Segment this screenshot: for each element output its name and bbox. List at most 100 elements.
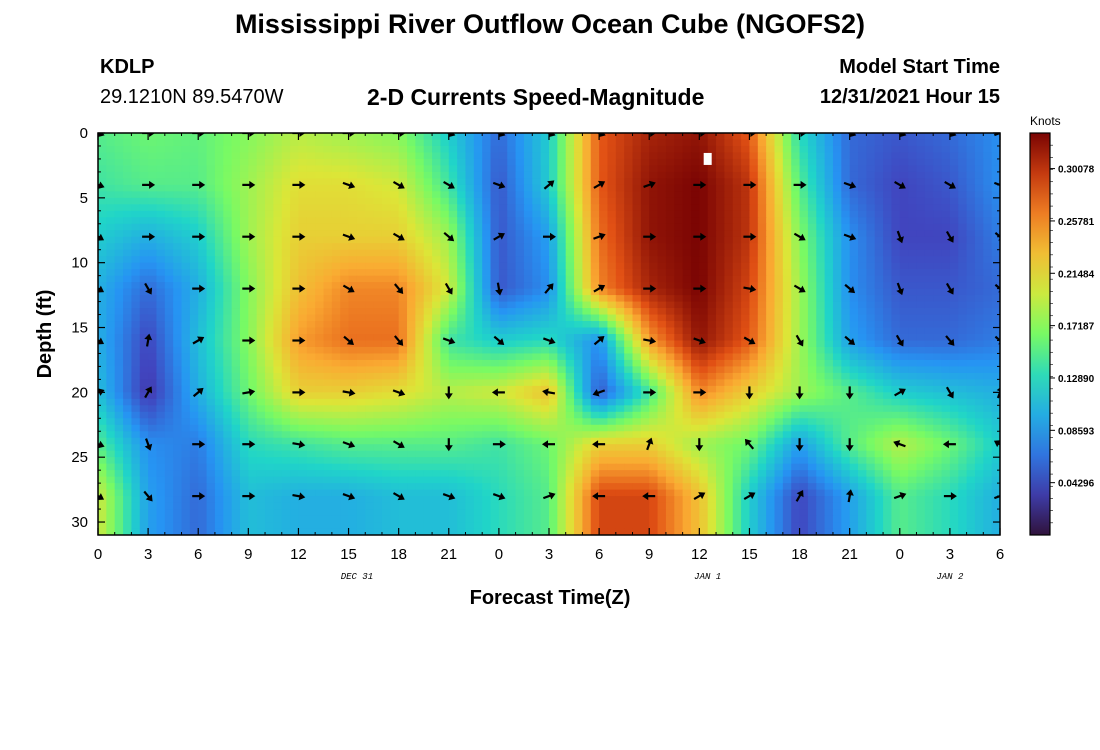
heat-cell — [98, 230, 107, 238]
heat-cell — [290, 431, 300, 439]
heat-cell — [716, 385, 725, 393]
heat-cell — [574, 424, 584, 432]
heat-cell — [281, 158, 291, 167]
heat-cell — [841, 314, 851, 322]
heat-cell — [707, 223, 717, 231]
heat-cell — [883, 236, 893, 244]
heat-cell — [924, 236, 934, 244]
heat-cell — [899, 346, 909, 355]
heat-cell — [849, 385, 859, 393]
heat-cell — [908, 191, 918, 199]
heat-cell — [891, 158, 901, 167]
heat-cell — [223, 327, 233, 335]
heat-cell — [423, 295, 433, 303]
heat-cell — [866, 398, 876, 406]
heat-cell — [457, 346, 467, 355]
heat-cell — [473, 411, 483, 419]
heat-cell — [523, 359, 533, 368]
heat-cell — [933, 340, 943, 348]
heat-cell — [640, 372, 650, 380]
heat-cell — [131, 256, 141, 264]
heat-cell — [983, 301, 993, 309]
heat-cell — [407, 405, 416, 413]
heat-cell — [574, 243, 584, 251]
heat-cell — [807, 282, 817, 290]
heat-cell — [448, 288, 458, 296]
heat-cell — [924, 178, 934, 186]
heat-cell — [281, 340, 291, 348]
heat-cell — [841, 385, 851, 393]
heat-cell — [624, 191, 634, 199]
heat-cell — [782, 301, 792, 309]
heat-cell — [657, 301, 667, 309]
heat-cell — [582, 217, 592, 225]
heat-cell — [849, 334, 859, 342]
heat-cell — [799, 372, 809, 380]
heat-cell — [774, 249, 784, 257]
heat-cell — [156, 334, 166, 342]
heat-cell — [164, 346, 174, 355]
heat-cell — [114, 210, 124, 218]
heat-cell — [231, 152, 241, 160]
heat-cell — [490, 158, 500, 167]
heat-cell — [657, 340, 667, 348]
heat-cell — [189, 301, 199, 309]
heat-cell — [799, 424, 809, 432]
heat-cell — [716, 230, 725, 238]
heat-cell — [398, 223, 408, 231]
heat-cell — [582, 152, 592, 160]
heat-cell — [123, 139, 133, 147]
heat-cell — [206, 184, 216, 192]
heat-cell — [607, 269, 617, 277]
heat-cell — [415, 418, 425, 426]
heat-cell — [866, 321, 876, 329]
heat-cell — [114, 405, 124, 413]
heat-cell — [724, 197, 734, 205]
heat-cell — [231, 314, 241, 322]
heat-cell — [248, 288, 258, 296]
heat-cell — [173, 145, 183, 154]
heat-cell — [457, 158, 467, 167]
heat-cell — [791, 158, 801, 167]
heat-cell — [407, 353, 416, 361]
heat-cell — [590, 418, 600, 426]
heat-cell — [574, 171, 584, 179]
heat-cell — [665, 334, 675, 342]
heat-cell — [749, 184, 759, 192]
heat-cell — [432, 405, 442, 413]
heat-cell — [248, 191, 258, 199]
heat-cell — [741, 327, 751, 335]
heat-cell — [916, 165, 926, 173]
heat-cell — [256, 308, 266, 316]
heat-cell — [365, 385, 375, 393]
heat-cell — [782, 204, 792, 212]
heat-cell — [883, 379, 893, 387]
heat-cell — [432, 359, 442, 368]
heat-cell — [214, 353, 224, 361]
heat-cell — [674, 359, 684, 368]
heat-cell — [323, 353, 333, 361]
heat-cell — [398, 152, 408, 160]
heat-cell — [540, 346, 550, 355]
heat-cell — [665, 392, 675, 400]
heat-cell — [523, 314, 533, 322]
heat-cell — [265, 243, 274, 251]
heat-cell — [640, 295, 650, 303]
heat-cell — [724, 256, 734, 264]
heat-cell — [741, 418, 751, 426]
heat-cell — [640, 165, 650, 173]
heat-cell — [974, 288, 984, 296]
heat-cell — [164, 288, 174, 296]
heat-cell — [724, 334, 734, 342]
heat-cell — [156, 197, 166, 205]
heat-cell — [657, 379, 667, 387]
heat-cell — [908, 321, 918, 329]
heat-cell — [306, 424, 316, 432]
heat-cell — [331, 269, 341, 277]
heat-cell — [657, 217, 667, 225]
heat-cell — [248, 359, 258, 368]
heat-cell — [298, 236, 308, 244]
heat-cell — [98, 269, 107, 277]
heat-cell — [582, 288, 592, 296]
heat-cell — [565, 210, 575, 218]
